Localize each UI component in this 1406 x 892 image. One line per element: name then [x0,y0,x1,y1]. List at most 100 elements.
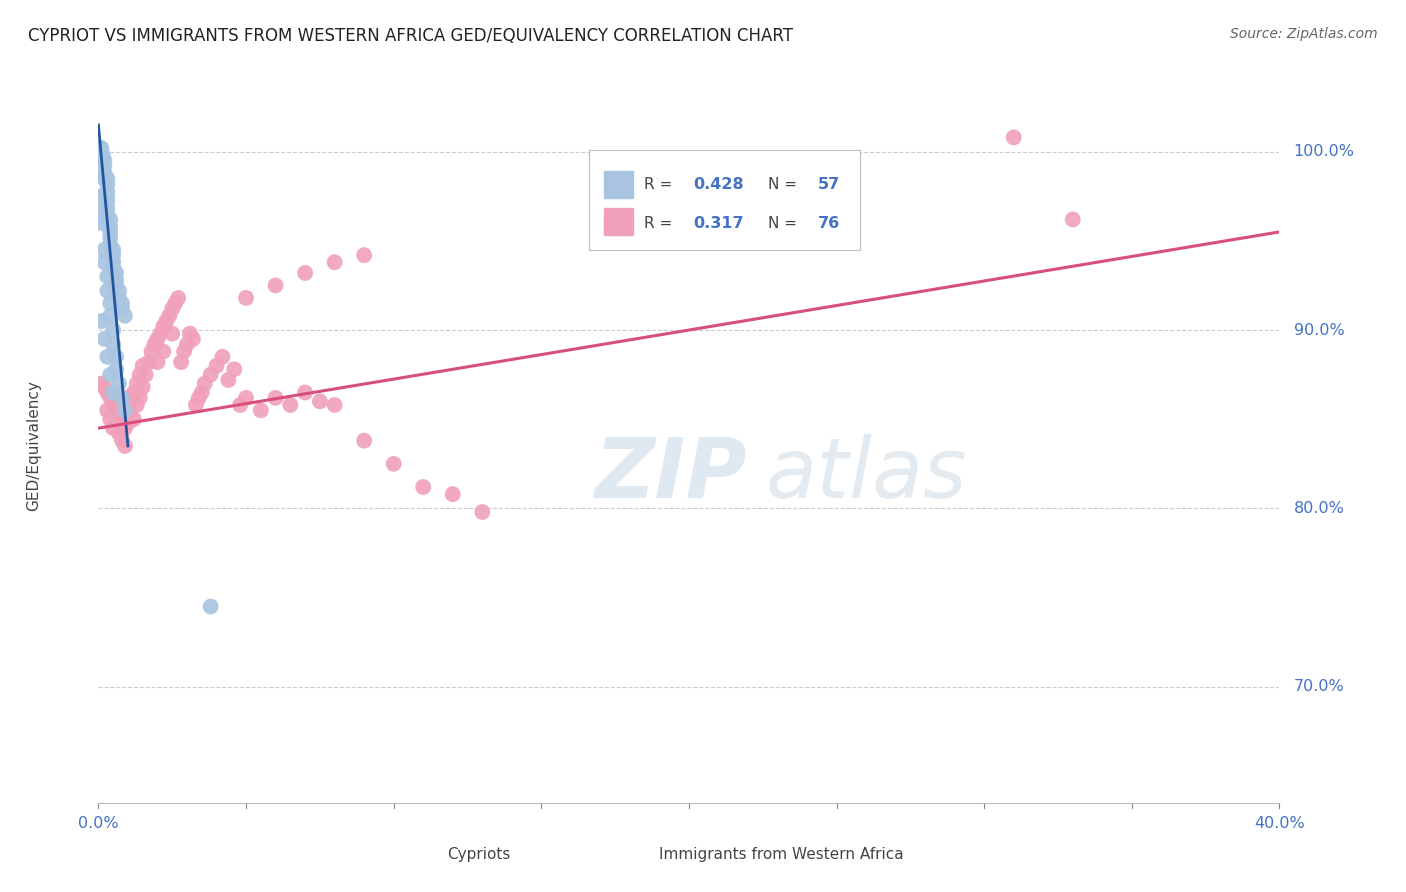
Point [184,398,207,412]
Text: 100.0%: 100.0% [1294,145,1354,159]
Point [90,216,112,230]
Point [98,391,121,405]
Text: R =: R = [644,216,678,231]
Point [200,368,222,382]
Point [825,166,848,180]
Point [229,398,252,412]
Point [162,301,183,316]
Point [294,266,316,280]
Point [108,409,131,423]
Point [98,309,121,323]
Point [96,202,118,216]
Point [96,350,118,364]
Point [105,403,128,417]
Text: 90.0%: 90.0% [1294,323,1344,337]
Text: 0.0%: 0.0% [79,815,118,830]
FancyBboxPatch shape [605,209,634,235]
Point [96,284,118,298]
Point [181,332,204,346]
Point [217,373,239,387]
Point [294,385,316,400]
Point [143,337,166,351]
Point [98,230,121,244]
Point [309,394,332,409]
Point [323,398,346,412]
Point [278,398,302,412]
Point [98,225,121,239]
Text: 0.428: 0.428 [693,177,744,192]
Text: GED/Equivalency: GED/Equivalency [25,381,41,511]
Point [162,326,183,341]
Point [105,273,128,287]
Point [98,368,121,382]
Text: ZIP: ZIP [595,434,747,515]
Point [122,385,145,400]
Point [89,166,111,180]
Point [90,189,112,203]
Text: Immigrants from Western Africa: Immigrants from Western Africa [659,847,904,862]
Point [103,260,125,275]
Text: 76: 76 [818,216,839,231]
Point [1062,212,1084,227]
Point [176,337,198,351]
Point [111,296,134,310]
Point [155,314,177,328]
Point [108,426,131,441]
Point [96,184,118,198]
Point [114,309,136,323]
Point [120,403,142,417]
Text: N =: N = [768,216,801,231]
Point [111,301,134,316]
Point [91,148,114,162]
Point [93,153,115,168]
Point [170,355,193,369]
Point [235,391,257,405]
Point [323,255,346,269]
Text: 0.317: 0.317 [693,216,744,231]
Point [103,421,125,435]
Point [105,278,128,293]
Point [1002,130,1025,145]
Point [117,416,139,430]
Point [93,255,115,269]
Point [98,212,121,227]
Point [90,141,112,155]
Point [187,391,209,405]
Point [90,148,112,162]
Point [382,457,405,471]
Point [98,219,121,234]
Point [103,255,125,269]
Point [132,359,155,373]
Point [96,194,118,209]
Point [96,171,118,186]
Point [98,296,121,310]
Point [103,385,125,400]
Point [412,480,434,494]
Point [441,487,464,501]
Point [105,266,128,280]
Point [138,355,160,369]
Point [200,599,222,614]
Point [105,362,128,376]
Point [125,398,148,412]
Text: R =: R = [644,177,678,192]
Point [96,403,118,417]
Point [173,344,195,359]
Point [103,248,125,262]
FancyBboxPatch shape [612,841,648,870]
Point [128,368,150,382]
Point [111,391,134,405]
Point [96,207,118,221]
Point [91,153,114,168]
Point [149,326,172,341]
Point [93,243,115,257]
Point [471,505,494,519]
Point [93,380,115,394]
Point [211,350,233,364]
Point [114,439,136,453]
Point [165,296,187,310]
Point [114,421,136,435]
Point [179,326,201,341]
Point [235,291,257,305]
Text: atlas: atlas [766,434,967,515]
